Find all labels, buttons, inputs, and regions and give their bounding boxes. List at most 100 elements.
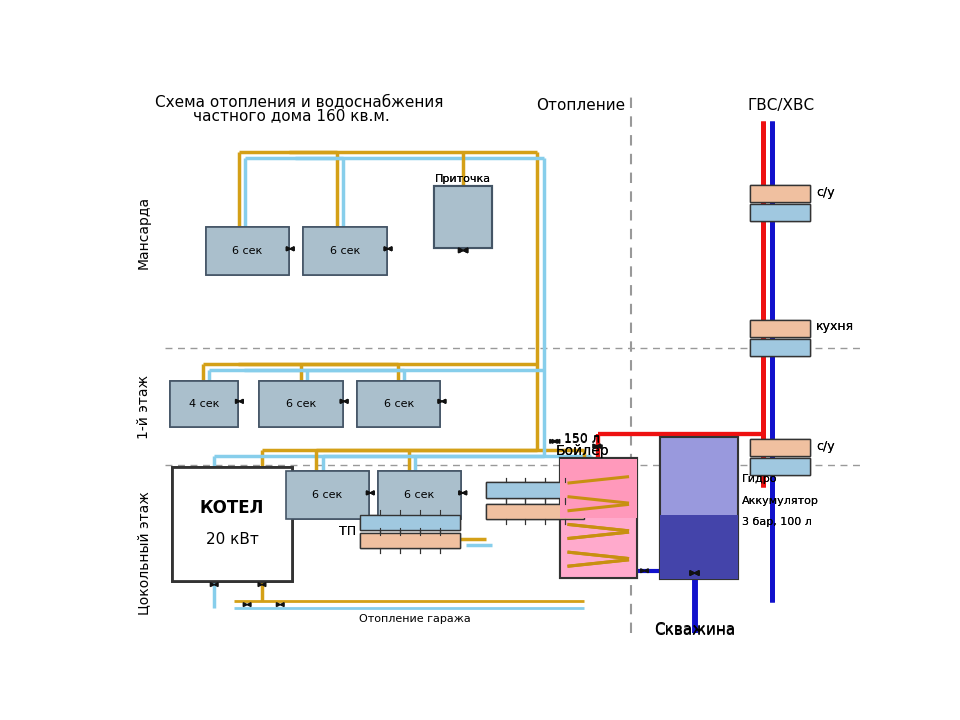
Text: 6 сек: 6 сек [384,399,414,409]
Polygon shape [340,400,344,403]
Bar [205,228,289,275]
Polygon shape [640,569,644,572]
Text: Схема отопления и водоснабжения: Схема отопления и водоснабжения [156,94,444,109]
Bar [560,459,636,577]
Text: Гидро: Гидро [742,474,778,485]
Bar [357,381,441,427]
Polygon shape [459,248,463,253]
Text: Бойлер: Бойлер [556,444,610,458]
Text: 6 сек: 6 сек [312,490,343,500]
Polygon shape [442,400,445,403]
Polygon shape [644,569,648,572]
Polygon shape [340,400,344,403]
Text: 6 сек: 6 сек [330,246,360,256]
Bar [560,459,636,518]
Text: 6 сек: 6 сек [404,490,435,500]
Bar [486,482,585,498]
Polygon shape [210,582,214,587]
Polygon shape [593,444,597,448]
Text: КОТЕЛ: КОТЕЛ [200,499,264,517]
Bar [286,472,369,519]
Polygon shape [239,400,243,403]
Text: Отопление: Отопление [536,98,625,113]
Polygon shape [235,400,239,403]
Bar [360,533,460,549]
Polygon shape [290,247,294,251]
Polygon shape [438,400,442,403]
Text: Гидро: Гидро [742,474,778,485]
Bar [660,437,738,579]
Polygon shape [286,247,290,251]
Bar [750,339,810,356]
Bar [378,472,461,519]
Polygon shape [463,248,468,253]
Bar [170,381,238,427]
Text: с/у: с/у [816,186,835,199]
Text: 6 сек: 6 сек [286,399,316,409]
Bar [378,472,461,519]
Bar [560,459,636,518]
Polygon shape [214,582,218,587]
Bar [750,204,810,221]
Bar [560,459,636,577]
Polygon shape [239,400,243,403]
Polygon shape [550,439,554,444]
Polygon shape [247,603,251,606]
Bar [360,515,460,530]
Polygon shape [280,603,284,606]
Polygon shape [690,571,694,575]
Polygon shape [459,248,463,253]
Text: Приточка: Приточка [435,174,492,184]
Polygon shape [556,439,560,444]
Text: 1-й этаж: 1-й этаж [137,374,151,438]
Text: Скважина: Скважина [654,622,735,636]
Text: 6 сек: 6 сек [312,490,343,500]
Text: 4 сек: 4 сек [189,399,219,409]
Text: Бойлер: Бойлер [556,444,610,458]
Bar [205,228,289,275]
Text: 20 кВт: 20 кВт [205,532,258,547]
Polygon shape [597,444,601,448]
Text: 6 сек: 6 сек [232,246,262,256]
Text: 3 бар, 100 л: 3 бар, 100 л [742,517,812,527]
Bar [486,482,585,498]
Polygon shape [290,247,294,251]
Polygon shape [552,439,556,444]
Bar [660,516,738,579]
Text: Цокольный этаж: Цокольный этаж [137,491,151,615]
Bar [660,516,738,579]
Text: ТП: ТП [339,525,356,538]
Bar [357,381,441,427]
Bar [170,381,238,427]
Polygon shape [388,247,392,251]
Text: ГВС/ХВС: ГВС/ХВС [747,98,814,113]
Text: Аккумулятор: Аккумулятор [742,496,819,506]
Polygon shape [694,571,699,575]
Polygon shape [694,571,699,575]
Text: 6 сек: 6 сек [384,399,414,409]
Polygon shape [276,603,280,606]
Text: 6 сек: 6 сек [330,246,360,256]
Polygon shape [243,603,247,606]
Bar [303,228,387,275]
Text: 6 сек: 6 сек [404,490,435,500]
Bar [434,186,492,248]
Text: 6 сек: 6 сек [232,246,262,256]
Polygon shape [371,491,374,495]
Bar [660,437,738,579]
Bar [434,186,492,248]
Polygon shape [258,582,262,587]
Bar [360,515,460,530]
Polygon shape [594,445,598,449]
Polygon shape [235,400,239,403]
Polygon shape [388,247,392,251]
Bar [286,472,369,519]
Bar [750,339,810,356]
Bar [360,533,460,549]
Bar [750,459,810,475]
Text: кухня: кухня [816,320,854,333]
Text: с/у: с/у [816,186,835,199]
Bar [750,185,810,202]
Polygon shape [262,582,266,587]
Text: КОТЕЛ: КОТЕЛ [200,499,264,517]
